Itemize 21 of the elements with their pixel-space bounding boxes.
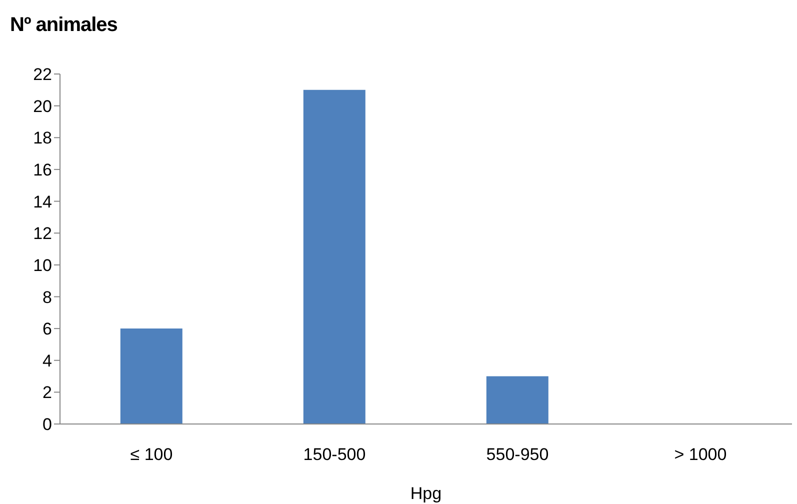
y-tick-label: 6 [42,320,52,339]
bar [120,328,182,424]
y-tick-label: 20 [33,96,52,116]
x-tick-label: ≤ 100 [130,445,173,464]
y-tick-label: 4 [42,351,52,370]
y-tick-label: 16 [33,160,52,180]
y-tick-label: 22 [33,65,52,84]
bar [303,90,366,424]
x-tick-label: 550-950 [486,445,549,464]
y-tick-label: 10 [33,256,52,275]
y-axis-title: Nº animales [9,13,118,38]
y-tick-label: 8 [42,288,52,307]
x-tick-label: 150-500 [303,445,366,464]
y-tick-label: 0 [42,415,52,434]
y-tick-label: 14 [33,192,52,212]
y-tick-label: 18 [33,128,52,148]
bar [486,376,548,424]
y-tick-label: 2 [42,383,52,402]
y-tick-label: 12 [33,224,52,244]
x-tick-label: > 1000 [674,445,727,464]
x-axis-title: Hpg [410,484,442,503]
